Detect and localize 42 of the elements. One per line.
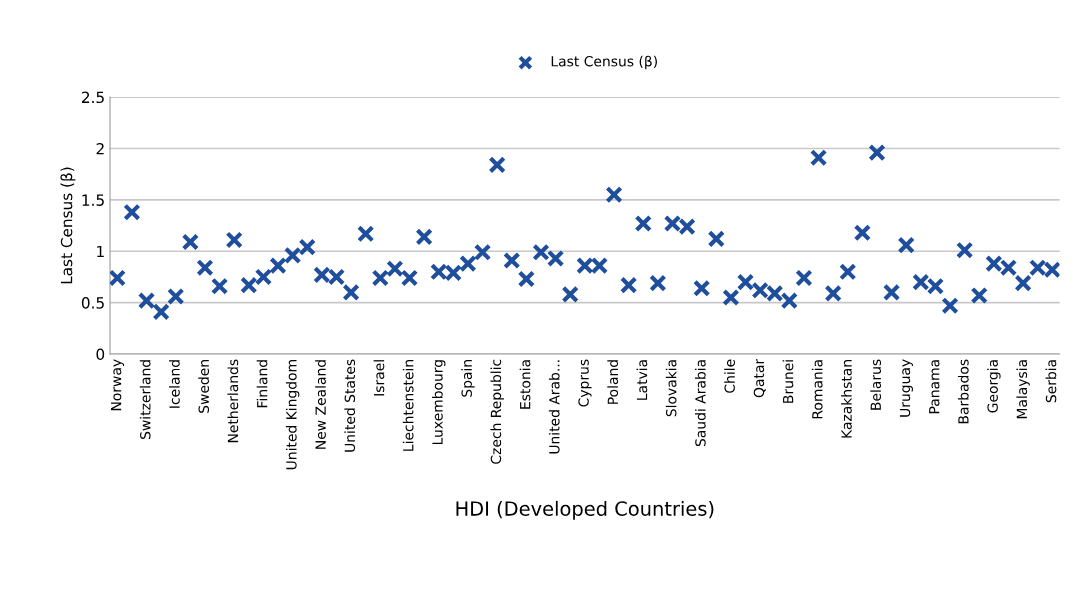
x-tick-label: United Kingdom [285,360,300,470]
y-tick-label: 1.5 [82,194,104,206]
y-tick-label: 0.5 [81,297,104,309]
legend-label: Last Census (β) [551,55,657,70]
x-tick-label: Czech Republic [490,359,504,464]
y-tick-label: 1 [97,245,104,258]
x-tick-label: Slovakia [665,360,677,417]
x-tick-label: Barbados [957,359,969,424]
x-tick-label: Estonia [519,360,531,409]
x-tick-label: Panama [929,360,940,414]
x-tick-label: Belarus [870,359,882,410]
x-axis-title: HDI (Developed Countries) [456,500,714,520]
x-tick-label: Saudi Arabia [694,360,706,447]
x-tick-label: Netherlands [227,359,239,443]
x-tick-label: Spain [461,360,475,397]
x-tick-label: Finland [256,360,268,408]
x-tick-label: Georgia [987,360,1001,413]
x-tick-label: Cyprus [578,359,592,407]
y-tick-label: 2.5 [81,91,104,104]
y-tick-label: 2 [96,142,104,155]
x-tick-label: Malaysia [1016,360,1030,419]
x-tick-label: Liechtenstein [402,360,414,451]
x-tick-label: Israel [373,360,385,396]
x-tick-label: Qatar [753,358,766,398]
x-tick-label: Latvia [636,360,648,400]
y-tick-label: 0 [96,348,105,361]
x-tick-label: Switzerland [139,360,151,439]
x-tick-label: United Arab... [548,360,560,454]
x-tick-label: Iceland [169,360,180,408]
x-tick-label: Chile [724,359,735,393]
x-tick-label: Uruguay [899,359,913,417]
x-tick-label: United States [344,359,356,452]
x-tick-label: Sweden [198,360,210,413]
x-tick-label: Serbia [1045,360,1057,403]
y-axis-title: Last Census (β) [60,167,76,284]
x-tick-label: New Zealand [315,360,326,449]
x-tick-label: Luxembourg [432,360,446,445]
x-tick-label: Norway [111,359,125,411]
x-tick-label: Brunei [782,360,794,403]
x-tick-label: Kazakhstan [841,360,852,438]
x-tick-label: Romania [811,360,823,419]
x-tick-label: Poland [607,360,619,404]
